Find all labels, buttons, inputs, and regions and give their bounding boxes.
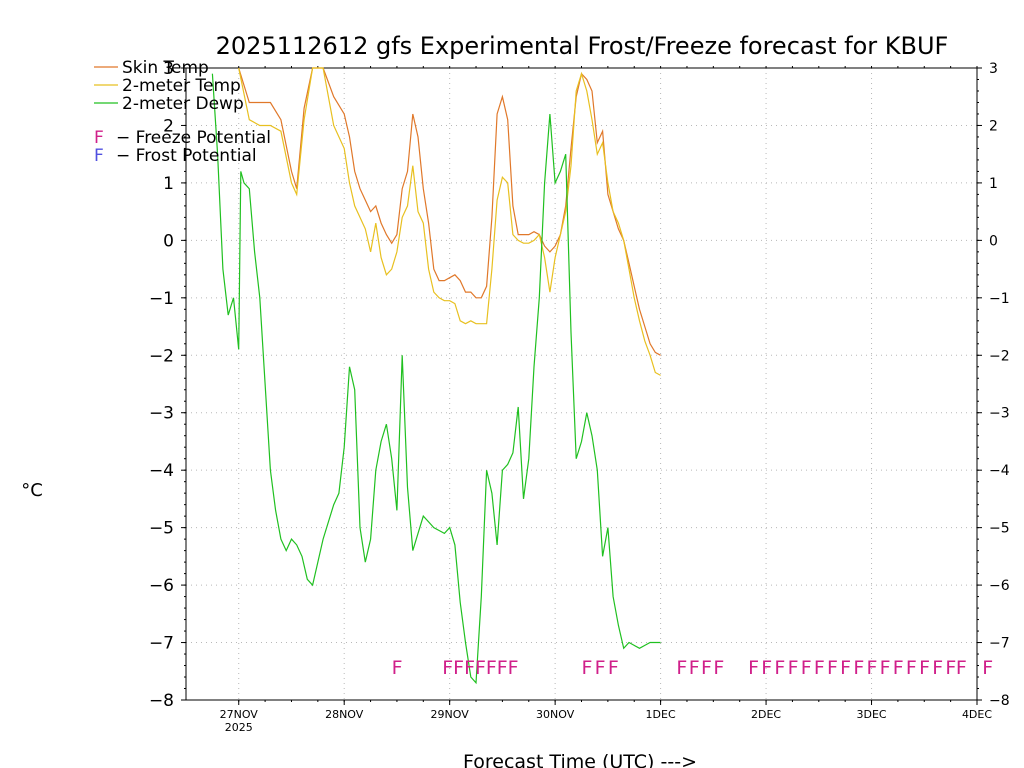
legend-note: − Frost Potential xyxy=(116,146,257,166)
freeze-marker: F xyxy=(392,657,403,679)
x-tick-label: 4DEC xyxy=(962,708,992,721)
freeze-marker: F xyxy=(814,657,825,679)
x-tick-label: 30NOV xyxy=(536,708,575,721)
y-tick-label-right: 2 xyxy=(989,118,998,134)
series-lines xyxy=(211,67,661,685)
x-tick-label: 1DEC xyxy=(646,708,676,721)
legend-label: 2-meter Dewp xyxy=(122,94,244,114)
freeze-marker: F xyxy=(701,657,712,679)
freeze-marker: F xyxy=(748,657,759,679)
y-tick-label: 0 xyxy=(163,231,174,251)
y-tick-label: 2 xyxy=(163,116,174,136)
series-2-meter-temp xyxy=(238,67,661,376)
freeze-marker: F xyxy=(761,657,772,679)
legend-label: 2-meter Temp xyxy=(122,76,241,96)
y-tick-label: 3 xyxy=(163,59,174,79)
y-tick-label-right: −7 xyxy=(989,636,1010,652)
legend-label: Skin Temp xyxy=(122,58,209,78)
y-tick-label-right: −8 xyxy=(989,693,1010,709)
y-axis-label: °C xyxy=(21,480,43,501)
y-tick-label: −2 xyxy=(149,346,174,366)
y-tick-label-right: −6 xyxy=(989,578,1010,594)
freeze-marker: F xyxy=(919,657,930,679)
freeze-marker: F xyxy=(486,657,497,679)
freeze-marker: F xyxy=(713,657,724,679)
y-tick-label-right: −5 xyxy=(989,521,1010,537)
freeze-marker: F xyxy=(788,657,799,679)
plot-frame xyxy=(185,67,978,701)
freeze-marker: F xyxy=(827,657,838,679)
y-tick-label-right: 3 xyxy=(989,61,998,77)
y-tick-label: 1 xyxy=(163,174,174,194)
freeze-marker: F xyxy=(497,657,508,679)
y-tick-label: −1 xyxy=(149,289,174,309)
legend-note: − Freeze Potential xyxy=(116,128,271,148)
y-tick-label: −5 xyxy=(149,519,174,539)
freeze-marker: F xyxy=(582,657,593,679)
x-tick-sublabel: 2025 xyxy=(225,721,253,734)
freeze-marker: F xyxy=(880,657,891,679)
legend-marker: F xyxy=(94,146,104,166)
freeze-marker: F xyxy=(676,657,687,679)
freeze-marker: F xyxy=(932,657,943,679)
chart-title: 2025112612 gfs Experimental Frost/Freeze… xyxy=(216,32,949,60)
x-tick-label: 3DEC xyxy=(856,708,886,721)
freeze-marker: F xyxy=(689,657,700,679)
axes: 3 3 2 2 1 1 0 0 −1 −1 −2 −2 −3 −3 −4 −4 −5 −5 −6 −6 −7 −7 −8 −8… xyxy=(149,59,1010,734)
freeze-marker: F xyxy=(982,657,993,679)
freeze-marker: F xyxy=(453,657,464,679)
freeze-marker: F xyxy=(595,657,606,679)
freeze-marker: F xyxy=(508,657,519,679)
freeze-marker: F xyxy=(956,657,967,679)
freeze-marker: F xyxy=(840,657,851,679)
y-tick-label-right: −2 xyxy=(989,348,1010,364)
freeze-marker: F xyxy=(801,657,812,679)
y-tick-label-right: 1 xyxy=(989,176,998,192)
series-2-meter-dewp xyxy=(211,73,661,685)
x-tick-label: 2DEC xyxy=(751,708,781,721)
freeze-marker: F xyxy=(866,657,877,679)
y-tick-label: −8 xyxy=(149,691,174,711)
x-tick-label: 27NOV xyxy=(220,708,259,721)
freeze-marker: F xyxy=(442,657,453,679)
freeze-marker: F xyxy=(945,657,956,679)
y-tick-label: −7 xyxy=(149,634,174,654)
freeze-marker: F xyxy=(853,657,864,679)
y-tick-label-right: −1 xyxy=(989,291,1010,307)
y-tick-label: −3 xyxy=(149,404,174,424)
freeze-marker: F xyxy=(774,657,785,679)
freeze-marker: F xyxy=(475,657,486,679)
freeze-marker: F xyxy=(608,657,619,679)
y-tick-label: −4 xyxy=(149,461,174,481)
y-tick-label-right: −4 xyxy=(989,463,1010,479)
series-skin-temp xyxy=(238,67,661,356)
grid-lines xyxy=(186,67,978,701)
x-axis-label: Forecast Time (UTC) ---> xyxy=(463,751,697,768)
x-tick-label: 28NOV xyxy=(325,708,364,721)
y-tick-label: −6 xyxy=(149,576,174,596)
legend-marker: F xyxy=(94,128,104,148)
freeze-marker: F xyxy=(464,657,475,679)
y-tick-label-right: −3 xyxy=(989,406,1010,422)
freeze-marker: F xyxy=(893,657,904,679)
y-tick-label-right: 0 xyxy=(989,233,998,249)
x-tick-label: 29NOV xyxy=(431,708,470,721)
freeze-marker: F xyxy=(906,657,917,679)
